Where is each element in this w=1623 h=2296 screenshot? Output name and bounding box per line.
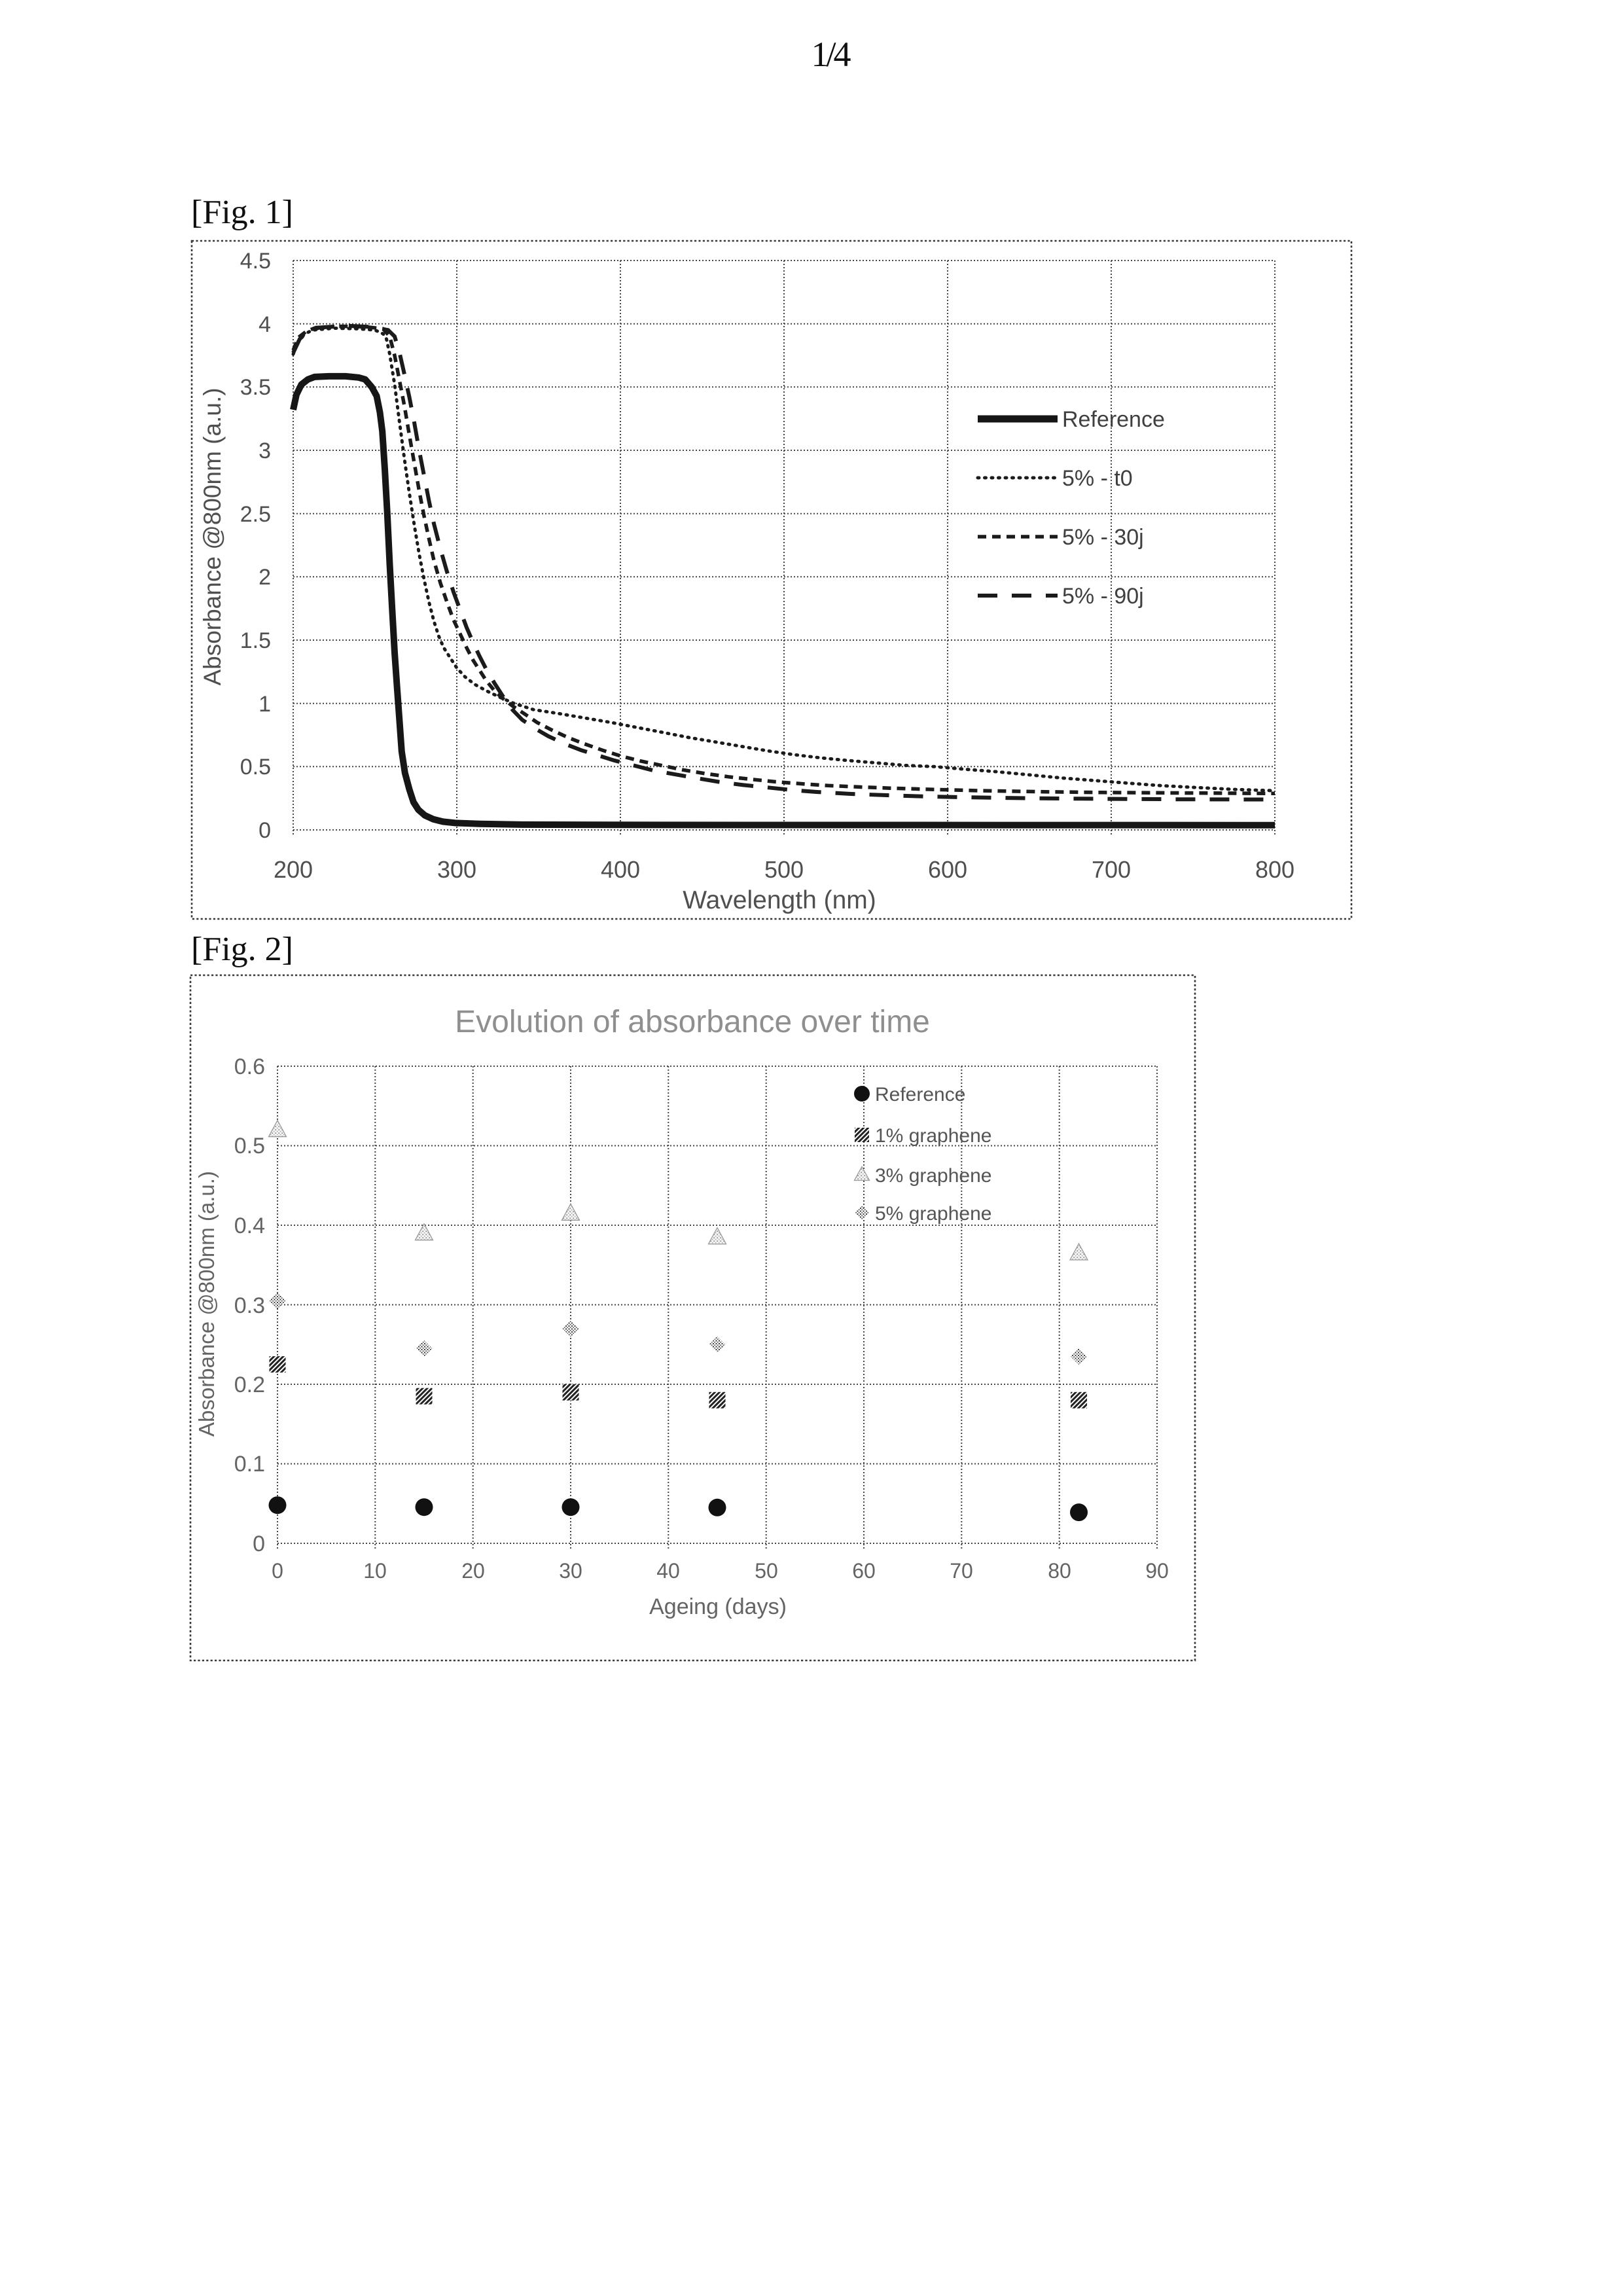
svg-text:10: 10 (363, 1559, 387, 1583)
svg-text:0.2: 0.2 (234, 1372, 265, 1397)
svg-text:800: 800 (1255, 856, 1294, 883)
svg-text:600: 600 (928, 856, 967, 883)
svg-text:2: 2 (259, 565, 271, 590)
svg-text:Absorbance @800nm (a.u.): Absorbance @800nm (a.u.) (194, 1171, 219, 1437)
svg-text:500: 500 (764, 856, 804, 883)
svg-text:20: 20 (461, 1559, 485, 1583)
svg-text:400: 400 (601, 856, 640, 883)
svg-text:5% - 90j: 5% - 90j (1062, 584, 1144, 609)
svg-text:0.6: 0.6 (234, 1054, 265, 1079)
svg-text:5% graphene: 5% graphene (875, 1203, 991, 1225)
svg-text:700: 700 (1092, 856, 1131, 883)
svg-text:40: 40 (656, 1559, 680, 1583)
svg-text:1/4: 1/4 (811, 35, 851, 74)
svg-text:[Fig. 1]: [Fig. 1] (191, 194, 293, 231)
svg-text:Reference: Reference (1062, 407, 1165, 432)
svg-text:80: 80 (1048, 1559, 1071, 1583)
svg-text:2.5: 2.5 (240, 502, 271, 527)
svg-text:50: 50 (755, 1559, 778, 1583)
svg-text:0.3: 0.3 (234, 1293, 265, 1318)
svg-text:4.5: 4.5 (240, 249, 271, 274)
svg-text:0: 0 (259, 818, 271, 843)
svg-text:30: 30 (559, 1559, 582, 1583)
svg-text:5% - 30j: 5% - 30j (1062, 525, 1144, 550)
svg-text:4: 4 (259, 312, 271, 337)
svg-text:3.5: 3.5 (240, 375, 271, 400)
svg-text:0.4: 0.4 (234, 1213, 265, 1238)
svg-text:90: 90 (1145, 1559, 1169, 1583)
svg-text:5% - t0: 5% - t0 (1062, 466, 1133, 491)
svg-text:1: 1 (259, 692, 271, 717)
svg-text:0.5: 0.5 (240, 755, 271, 780)
svg-text:Evolution of absorbance over t: Evolution of absorbance over time (455, 1005, 930, 1039)
svg-text:0: 0 (272, 1559, 283, 1583)
svg-text:0: 0 (253, 1532, 265, 1556)
svg-text:Reference: Reference (875, 1084, 965, 1105)
svg-text:70: 70 (950, 1559, 973, 1583)
svg-text:300: 300 (437, 856, 476, 883)
svg-text:Ageing (days): Ageing (days) (649, 1594, 787, 1619)
svg-text:Wavelength (nm): Wavelength (nm) (683, 886, 876, 914)
svg-text:3: 3 (259, 439, 271, 463)
svg-text:1.5: 1.5 (240, 628, 271, 653)
svg-text:Absorbance @800nm (a.u.): Absorbance @800nm (a.u.) (199, 387, 226, 685)
svg-text:1% graphene: 1% graphene (875, 1125, 991, 1147)
svg-text:60: 60 (852, 1559, 876, 1583)
svg-text:200: 200 (274, 856, 313, 883)
svg-text:0.5: 0.5 (234, 1134, 265, 1158)
svg-text:3% graphene: 3% graphene (875, 1165, 991, 1187)
svg-text:[Fig. 2]: [Fig. 2] (191, 931, 293, 968)
svg-text:0.1: 0.1 (234, 1452, 265, 1477)
